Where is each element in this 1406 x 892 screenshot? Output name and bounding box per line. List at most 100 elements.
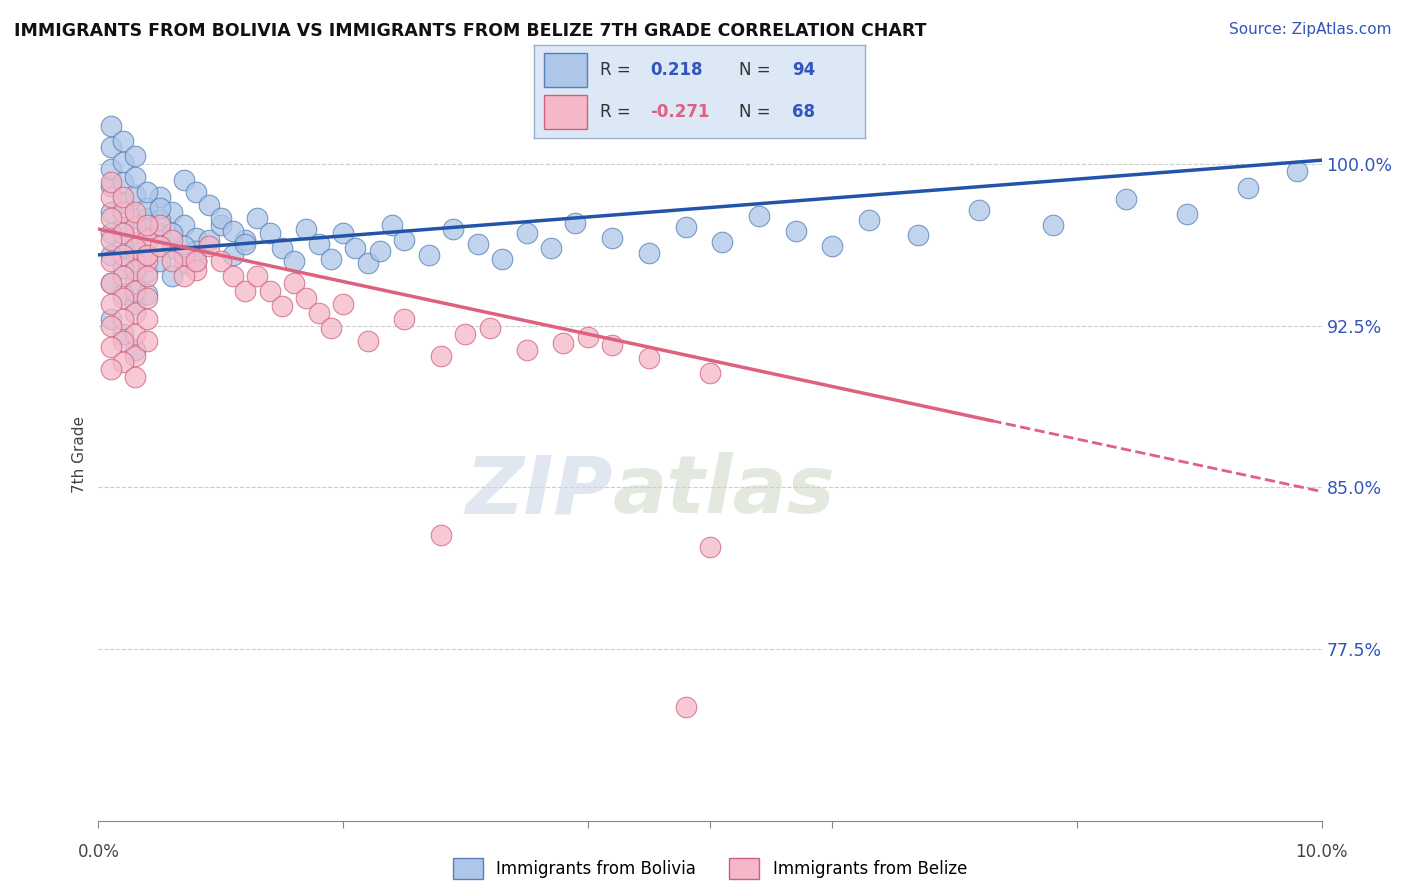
- Point: [124, 327, 146, 342]
- Point: [821, 239, 844, 253]
- Point: [173, 218, 195, 232]
- Point: [149, 218, 172, 232]
- Point: [100, 248, 122, 262]
- Text: R =: R =: [600, 61, 631, 78]
- Text: Source: ZipAtlas.com: Source: ZipAtlas.com: [1229, 22, 1392, 37]
- Point: [111, 327, 134, 342]
- Point: [124, 204, 146, 219]
- Point: [319, 321, 342, 335]
- Point: [222, 224, 245, 238]
- Point: [233, 285, 256, 299]
- Point: [332, 227, 354, 241]
- Point: [100, 211, 122, 226]
- Point: [186, 244, 208, 258]
- Point: [1042, 218, 1064, 232]
- Text: 0.218: 0.218: [650, 61, 703, 78]
- Point: [197, 198, 219, 212]
- Text: N =: N =: [740, 103, 770, 121]
- Bar: [544, 95, 588, 129]
- Point: [186, 263, 208, 277]
- Point: [283, 254, 305, 268]
- Point: [600, 338, 623, 352]
- Point: [100, 175, 122, 189]
- Point: [100, 276, 122, 290]
- Point: [160, 241, 183, 255]
- Point: [111, 269, 134, 284]
- Point: [124, 297, 146, 311]
- Point: [124, 254, 146, 268]
- Point: [186, 230, 208, 244]
- Point: [576, 329, 599, 343]
- Point: [222, 269, 245, 284]
- Point: [332, 297, 354, 311]
- Point: [136, 218, 159, 232]
- Point: [124, 349, 146, 363]
- Point: [711, 235, 734, 249]
- Point: [907, 228, 929, 243]
- Point: [699, 366, 721, 380]
- Point: [491, 252, 513, 267]
- Point: [270, 300, 292, 314]
- Text: IMMIGRANTS FROM BOLIVIA VS IMMIGRANTS FROM BELIZE 7TH GRADE CORRELATION CHART: IMMIGRANTS FROM BOLIVIA VS IMMIGRANTS FR…: [14, 22, 927, 40]
- Point: [111, 334, 134, 348]
- Point: [233, 237, 256, 252]
- Point: [149, 254, 172, 268]
- Point: [124, 187, 146, 202]
- Point: [111, 260, 134, 275]
- Point: [209, 218, 232, 232]
- Point: [111, 155, 134, 169]
- Point: [967, 202, 990, 217]
- Point: [136, 222, 159, 236]
- Point: [259, 285, 281, 299]
- Text: R =: R =: [600, 103, 631, 121]
- Point: [124, 235, 146, 249]
- Text: N =: N =: [740, 61, 770, 78]
- Point: [124, 170, 146, 185]
- Point: [111, 239, 134, 253]
- Point: [675, 699, 697, 714]
- Point: [209, 254, 232, 268]
- Point: [149, 201, 172, 215]
- Point: [136, 233, 159, 247]
- Point: [173, 269, 195, 284]
- Point: [136, 211, 159, 226]
- Point: [553, 336, 575, 351]
- Point: [160, 204, 183, 219]
- Text: -0.271: -0.271: [650, 103, 710, 121]
- Point: [699, 541, 721, 555]
- Point: [124, 149, 146, 163]
- Point: [1175, 207, 1198, 221]
- Point: [111, 227, 134, 241]
- Point: [540, 241, 562, 255]
- Point: [124, 276, 146, 290]
- Point: [259, 227, 281, 241]
- Point: [748, 209, 770, 223]
- Point: [356, 334, 378, 348]
- Point: [418, 248, 440, 262]
- Point: [246, 211, 269, 226]
- Point: [100, 190, 122, 204]
- Point: [173, 256, 195, 270]
- Point: [111, 134, 134, 148]
- Point: [186, 254, 208, 268]
- Point: [149, 227, 172, 241]
- Point: [209, 211, 232, 226]
- Point: [283, 276, 305, 290]
- Point: [467, 237, 489, 252]
- Point: [368, 244, 391, 258]
- Point: [136, 248, 159, 262]
- Point: [600, 230, 623, 244]
- Point: [111, 175, 134, 189]
- Point: [100, 312, 122, 326]
- Point: [124, 343, 146, 357]
- Point: [111, 248, 134, 262]
- Point: [564, 216, 586, 230]
- Legend: Immigrants from Bolivia, Immigrants from Belize: Immigrants from Bolivia, Immigrants from…: [446, 852, 974, 886]
- Point: [124, 263, 146, 277]
- Point: [136, 201, 159, 215]
- Point: [478, 321, 501, 335]
- Point: [246, 269, 269, 284]
- Point: [197, 239, 219, 253]
- Point: [675, 219, 697, 234]
- Point: [270, 241, 292, 255]
